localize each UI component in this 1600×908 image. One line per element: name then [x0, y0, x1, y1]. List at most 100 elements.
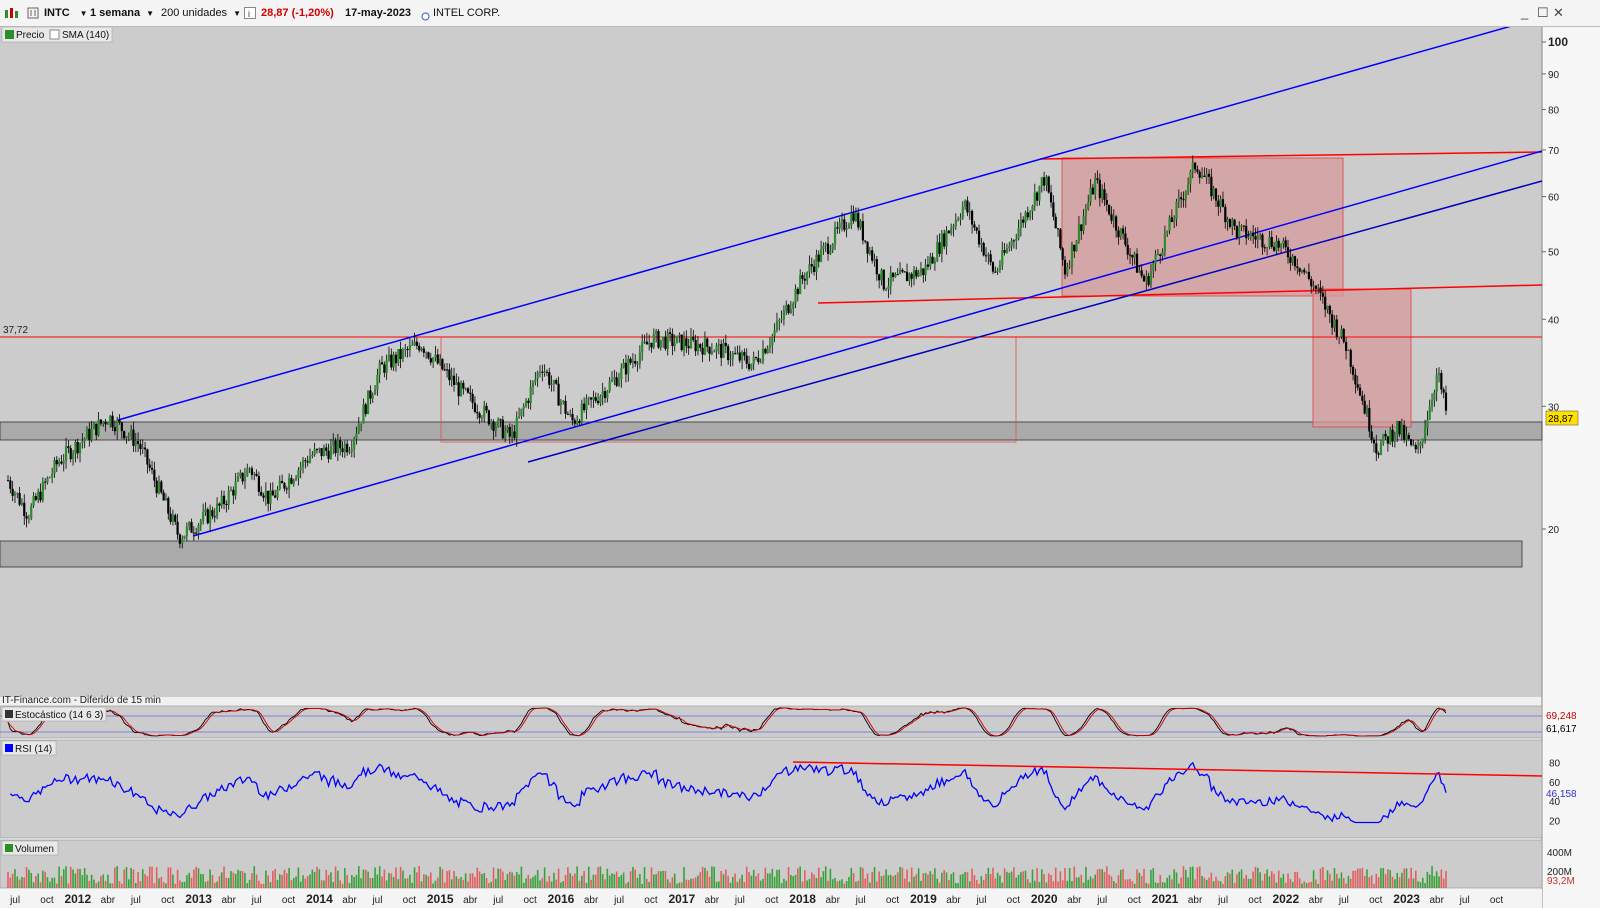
volume-bar — [346, 875, 348, 888]
volume-bar — [1217, 880, 1220, 888]
settings-icon[interactable] — [27, 7, 39, 26]
time-month-label: abr — [825, 895, 840, 906]
volume-bar — [446, 871, 448, 888]
volume-bar — [966, 872, 969, 888]
volume-bar — [53, 877, 56, 888]
volume-bar — [599, 866, 602, 888]
candle-body — [1282, 240, 1285, 244]
candle-body — [838, 222, 841, 229]
volume-bar — [831, 879, 834, 888]
volume-bar — [390, 873, 393, 888]
candle-body — [227, 490, 230, 505]
candle-body — [232, 489, 235, 496]
candle-body — [364, 404, 367, 415]
candle-body — [722, 342, 725, 358]
candle-body — [264, 490, 267, 498]
candle-body — [1303, 269, 1306, 273]
candle-body — [1403, 424, 1406, 440]
volume-bar — [922, 873, 925, 888]
rsi-legend-swatch — [5, 744, 13, 752]
stoch-value-2: 61,617 — [1546, 724, 1577, 735]
volume-bar — [625, 883, 627, 888]
volume-bar — [1329, 873, 1331, 888]
candle-body — [1175, 201, 1178, 220]
volume-bar — [764, 867, 767, 888]
volume-bar — [943, 870, 945, 888]
volume-bar — [1145, 882, 1148, 888]
support-band-lower — [0, 540, 1523, 568]
volume-bar — [464, 873, 467, 888]
volume-bar — [790, 874, 792, 888]
candle-body — [255, 473, 258, 476]
candle-body — [459, 382, 463, 397]
candle-body — [819, 249, 823, 262]
candle-body — [46, 477, 49, 483]
candle-body — [515, 417, 518, 438]
time-month-label: oct — [1369, 895, 1383, 906]
candle-body — [843, 219, 846, 230]
candle-body — [966, 200, 969, 213]
candle-body — [1405, 434, 1408, 440]
info-icon[interactable]: i — [244, 7, 256, 26]
volume-bar — [557, 868, 560, 888]
time-year-label: 2023 — [1393, 892, 1420, 906]
candle-body — [23, 502, 26, 516]
volume-bar — [822, 871, 825, 888]
candle-body — [1361, 395, 1364, 401]
candle-body — [1168, 217, 1171, 231]
sma-legend-swatch[interactable] — [49, 29, 60, 40]
volume-bar — [827, 880, 829, 888]
candle-body — [504, 431, 507, 439]
candle-body — [1029, 211, 1032, 218]
price-panel[interactable] — [0, 27, 1542, 697]
candle-body — [1084, 209, 1088, 217]
candle-body — [617, 379, 621, 386]
candle-body — [915, 270, 918, 277]
volume-bar — [657, 871, 660, 888]
volume-bar — [409, 874, 411, 888]
candle-body — [1066, 267, 1069, 275]
volume-bar — [67, 883, 70, 888]
volume-bar — [316, 866, 318, 888]
volume-bar — [483, 873, 486, 888]
candle-body — [1059, 229, 1062, 249]
rsi-panel[interactable] — [0, 739, 1543, 839]
candle-body — [613, 377, 616, 380]
minimize-icon[interactable]: _ — [1521, 5, 1529, 20]
candle-body — [1228, 219, 1232, 227]
candle-body — [573, 420, 576, 424]
candle-body — [1015, 239, 1018, 241]
time-month-label: oct — [1490, 895, 1504, 906]
volume-bar — [427, 876, 430, 888]
candle-body — [977, 230, 981, 245]
candle-body — [1368, 408, 1371, 432]
candle-body — [85, 428, 89, 439]
volume-bar — [193, 869, 195, 888]
candle-body — [1300, 269, 1304, 272]
volume-bar — [474, 876, 476, 888]
volume-bar — [360, 878, 362, 888]
candle-body — [929, 256, 932, 267]
period-select[interactable]: 1 semana ▼ — [90, 4, 154, 23]
volume-bar — [1161, 882, 1164, 888]
volume-bar — [1366, 869, 1368, 888]
volume-bar — [987, 867, 990, 888]
blue-mid-channel-line — [527, 180, 1543, 463]
close-icon[interactable]: ✕ — [1553, 5, 1564, 20]
candle-body — [557, 383, 560, 406]
chart-area[interactable]: 37,72 100 90 80 70 60 50 40 30 20 28,87 Precio S… — [0, 27, 1600, 908]
symbol-input[interactable]: INTC ▼ — [44, 4, 88, 23]
volume-bar — [762, 878, 764, 888]
candle-chart-icon[interactable] — [4, 6, 18, 20]
volume-bar — [504, 879, 506, 888]
volume-bar — [787, 866, 790, 888]
volume-bar — [28, 869, 30, 888]
volume-bar — [766, 873, 769, 888]
units-select[interactable]: 200 unidades ▼ — [161, 4, 241, 23]
volume-bar — [1428, 874, 1431, 888]
volume-bar — [295, 876, 297, 888]
maximize-icon[interactable]: ☐ — [1537, 5, 1549, 20]
volume-bar — [416, 872, 418, 888]
candle-body — [952, 226, 955, 229]
candle-body — [1068, 265, 1071, 268]
